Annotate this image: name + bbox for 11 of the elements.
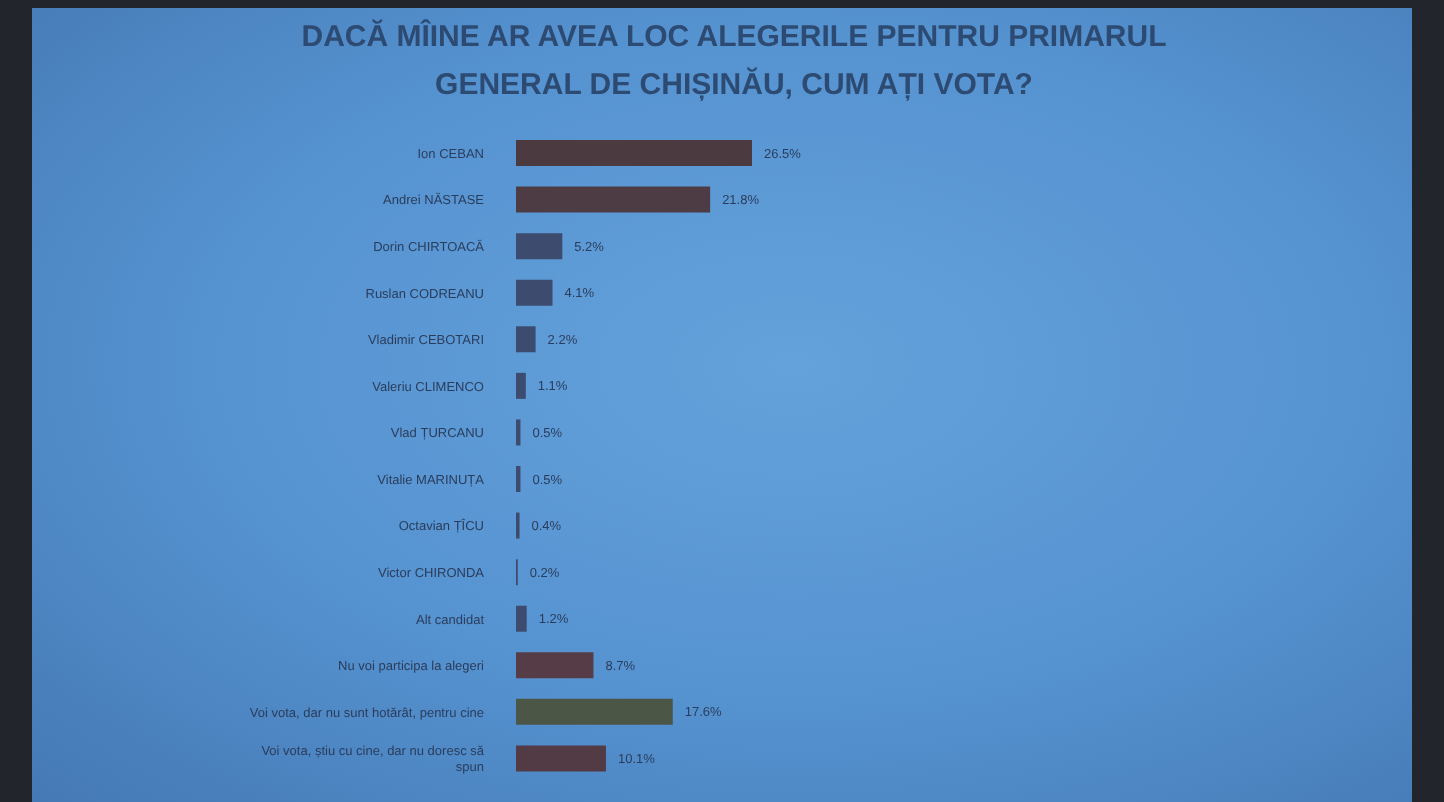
chart-title: DACĂ MÎINE AR AVEA LOC ALEGERILE PENTRU PRIMARUL GENERAL DE CHIȘINĂU, CUM AȚI VOTA? [299,17,1169,106]
bar [516,698,673,725]
bar [516,652,594,679]
bar [516,326,536,353]
bar [516,186,711,213]
bar [516,279,553,306]
bar [516,233,563,260]
bar [516,372,526,399]
bar [516,745,606,772]
bar [516,605,527,632]
bar [516,140,752,166]
